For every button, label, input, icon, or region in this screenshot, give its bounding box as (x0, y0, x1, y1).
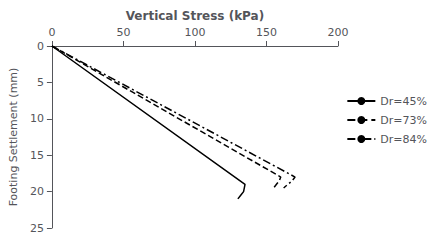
svg-text:200: 200 (328, 26, 349, 39)
svg-text:0: 0 (37, 40, 44, 53)
svg-text:5: 5 (37, 76, 44, 89)
svg-text:Dr=45%: Dr=45% (380, 95, 427, 108)
svg-text:50: 50 (116, 26, 130, 39)
svg-text:15: 15 (30, 149, 44, 162)
svg-text:25: 25 (30, 222, 44, 235)
svg-text:150: 150 (256, 26, 277, 39)
svg-text:Dr=84%: Dr=84% (380, 133, 427, 146)
svg-text:Footing Settlement (mm): Footing Settlement (mm) (7, 68, 20, 207)
svg-text:10: 10 (30, 112, 44, 125)
svg-text:100: 100 (184, 26, 205, 39)
svg-text:20: 20 (30, 185, 44, 198)
svg-text:Vertical Stress (kPa): Vertical Stress (kPa) (126, 9, 264, 23)
svg-text:0: 0 (48, 26, 55, 39)
svg-text:Dr=73%: Dr=73% (380, 114, 427, 127)
